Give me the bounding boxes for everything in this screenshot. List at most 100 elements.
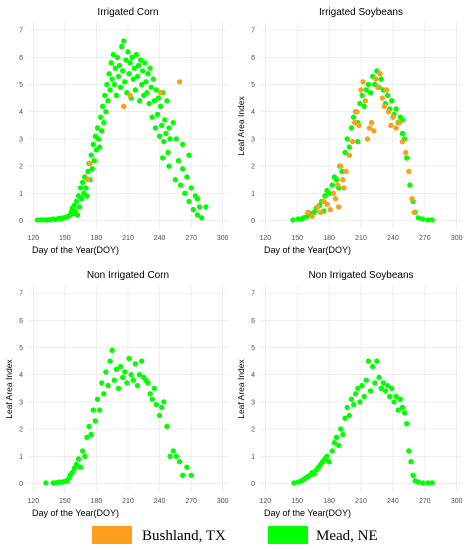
data-point xyxy=(380,380,386,386)
data-point xyxy=(329,448,335,454)
data-point xyxy=(92,418,99,424)
x-tick-label: 120 xyxy=(259,235,271,242)
data-point xyxy=(360,79,366,85)
data-point xyxy=(348,125,355,131)
data-point xyxy=(148,84,154,91)
data-point xyxy=(365,81,372,88)
data-point xyxy=(367,388,374,394)
y-tick-label: 1 xyxy=(19,454,23,461)
data-point xyxy=(385,109,392,115)
data-point xyxy=(103,109,109,115)
data-point xyxy=(90,407,97,413)
panel-non-irrigated-corn: 120 150 180 210 240 270 300 0 1 2 3 4 5 6 7 Non Irrigat… xyxy=(4,270,229,518)
data-point xyxy=(117,363,124,370)
data-point xyxy=(130,377,136,383)
data-point xyxy=(159,122,165,128)
data-point xyxy=(309,213,315,220)
data-point xyxy=(425,217,431,223)
data-point xyxy=(94,396,101,402)
data-point xyxy=(378,385,384,391)
data-point xyxy=(332,196,339,202)
data-point xyxy=(73,198,80,205)
data-point xyxy=(167,136,173,142)
x-tick-label: 120 xyxy=(27,498,39,505)
chart-title: Irrigated Soybeans xyxy=(319,7,403,18)
y-tick-label: 5 xyxy=(19,82,23,89)
x-axis-label: Day of the Year(DOY) xyxy=(32,508,119,518)
x-tick-label: 240 xyxy=(387,498,399,505)
y-tick-label: 0 xyxy=(251,481,255,488)
data-point xyxy=(290,217,296,223)
data-point xyxy=(69,469,75,476)
data-point xyxy=(102,92,108,99)
data-point xyxy=(85,168,91,175)
data-point xyxy=(128,372,134,378)
data-point xyxy=(73,461,80,468)
data-point xyxy=(338,426,344,432)
data-point xyxy=(109,347,115,353)
data-point xyxy=(357,100,363,107)
data-point xyxy=(399,130,406,137)
data-point xyxy=(399,138,406,145)
data-point xyxy=(370,363,376,370)
data-point xyxy=(327,206,333,213)
y-tick-label: 7 xyxy=(19,291,23,298)
data-point xyxy=(383,87,390,93)
data-point xyxy=(355,385,361,391)
data-point xyxy=(186,152,192,158)
x-tick-label: 180 xyxy=(323,498,335,505)
y-tick-label: 4 xyxy=(251,372,255,379)
data-point xyxy=(154,111,161,118)
data-point xyxy=(396,119,402,126)
data-point xyxy=(79,196,85,202)
data-point xyxy=(170,448,176,454)
data-point xyxy=(359,382,365,389)
data-point xyxy=(384,92,391,99)
data-point xyxy=(105,382,111,389)
data-point xyxy=(387,393,393,400)
y-tick-label: 2 xyxy=(251,164,255,171)
y-tick-label: 3 xyxy=(251,399,255,406)
data-point xyxy=(379,95,385,101)
y-tick-label: 7 xyxy=(251,291,255,298)
data-point xyxy=(341,185,347,191)
data-point xyxy=(101,119,107,126)
data-point xyxy=(176,79,183,85)
data-point xyxy=(361,103,367,110)
data-point xyxy=(342,415,348,421)
x-tick-label: 150 xyxy=(291,235,303,242)
data-point xyxy=(372,380,378,386)
x-tick-label: 120 xyxy=(27,235,39,242)
y-tick-label: 4 xyxy=(19,109,23,116)
panel-irrigated-soybeans: 120 150 180 210 240 270 300 0 1 2 3 4 5 6 7 Irrigated S… xyxy=(236,7,463,255)
y-axis-label: Leaf Area Index xyxy=(236,358,246,418)
data-point xyxy=(113,366,120,372)
data-point xyxy=(368,119,375,126)
data-point xyxy=(349,138,356,145)
data-point xyxy=(77,185,84,191)
data-point xyxy=(384,382,391,389)
data-point xyxy=(314,204,321,210)
data-point xyxy=(139,81,145,88)
data-point xyxy=(346,144,352,150)
data-point xyxy=(298,216,305,222)
data-point xyxy=(96,407,103,413)
data-point xyxy=(359,92,365,99)
data-point xyxy=(122,369,128,375)
data-point xyxy=(108,60,114,66)
data-point xyxy=(170,119,176,126)
data-point xyxy=(388,122,394,128)
data-point xyxy=(90,141,97,148)
data-point xyxy=(111,377,118,383)
y-tick-label: 3 xyxy=(251,136,255,143)
data-point xyxy=(420,216,426,222)
data-point xyxy=(184,464,190,470)
data-point xyxy=(333,434,340,440)
data-point xyxy=(120,68,126,74)
data-point xyxy=(180,472,186,478)
data-point xyxy=(340,431,346,438)
data-point xyxy=(357,399,363,405)
y-tick-label: 5 xyxy=(251,82,255,89)
y-tick-label: 2 xyxy=(19,427,23,434)
data-point xyxy=(137,57,144,63)
